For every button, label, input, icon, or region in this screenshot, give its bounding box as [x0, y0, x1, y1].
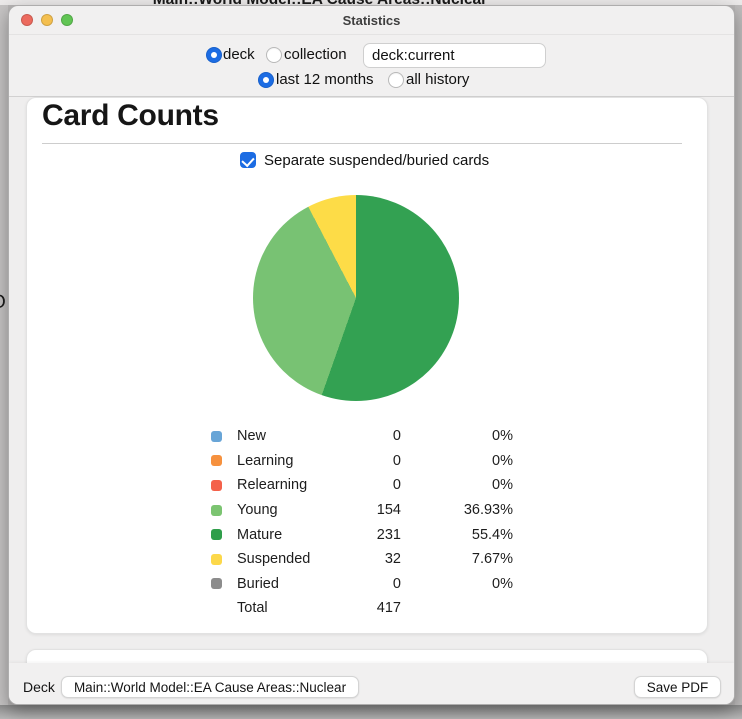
legend-label: Relearning [237, 477, 308, 494]
legend-label: Learning [237, 452, 294, 469]
legend-row: Buried 0 0% [211, 572, 513, 597]
legend-swatch-icon [211, 430, 222, 442]
legend-table: New 0 0% Learning 0 0% Relearning 0 0% Young 154 36… [211, 424, 513, 621]
legend-percent: 36.93% [463, 502, 513, 519]
legend-percent: 0% [492, 575, 513, 592]
legend-swatch-icon [211, 578, 222, 590]
background-window-bottom-edge [0, 705, 742, 719]
legend-label: Buried [237, 575, 279, 592]
title-bar[interactable]: Statistics [9, 6, 734, 34]
separate-suspended-checkbox[interactable] [240, 152, 256, 168]
legend-label: Total [237, 600, 268, 617]
all-history-label[interactable]: all history [406, 71, 470, 88]
legend-label: Young [237, 502, 278, 519]
close-button-icon[interactable] [21, 14, 33, 26]
legend-count: 0 [392, 428, 401, 445]
legend-swatch-icon [211, 529, 222, 541]
legend-count: 0 [392, 575, 401, 592]
deck-radio[interactable] [206, 47, 222, 63]
legend-row: New 0 0% [211, 424, 513, 449]
legend-count: 32 [384, 551, 401, 568]
legend-count: 417 [376, 600, 401, 617]
deck-radio-label[interactable]: deck [223, 46, 255, 63]
card-counts-pie-chart [253, 195, 459, 401]
legend-swatch-icon [211, 553, 222, 565]
legend-percent: 7.67% [471, 551, 513, 568]
background-window-title: Main::World Model::EA Cause Areas::Nucle… [0, 0, 640, 8]
minimize-button-icon[interactable] [41, 14, 53, 26]
background-window-right-edge [735, 5, 742, 708]
legend-swatch-icon [211, 455, 222, 467]
legend-row: Mature 231 55.4% [211, 522, 513, 547]
legend-percent: 0% [492, 452, 513, 469]
collection-radio-label[interactable]: collection [284, 46, 347, 63]
legend-row: Learning 0 0% [211, 449, 513, 474]
window-title: Statistics [342, 13, 401, 28]
save-pdf-button[interactable]: Save PDF [634, 676, 721, 698]
legend-percent: 55.4% [471, 526, 513, 543]
legend-label: New [237, 428, 267, 445]
search-scope-input[interactable] [363, 43, 546, 68]
all-history-radio[interactable] [388, 72, 404, 88]
statistics-window: Statistics deck collection last 12 month… [8, 5, 735, 705]
background-window-left-edge [0, 5, 8, 708]
card-counts-heading: Card Counts [42, 99, 219, 132]
background-window-clipped-glyph: O [0, 292, 8, 314]
separate-suspended-label[interactable]: Separate suspended/buried cards [264, 152, 490, 169]
bottom-bar: Deck Main::World Model::EA Cause Areas::… [9, 663, 734, 704]
last-12-months-label[interactable]: last 12 months [276, 71, 374, 88]
legend-row: Young 154 36.93% [211, 498, 513, 523]
legend-percent: 0% [492, 428, 513, 445]
last-12-months-radio[interactable] [258, 72, 274, 88]
background-window-strip [0, 0, 742, 5]
titlebar-separator [9, 34, 734, 35]
legend-swatch-icon [211, 479, 222, 491]
legend-label: Suspended [237, 551, 311, 568]
zoom-button-icon[interactable] [61, 14, 73, 26]
legend-label: Mature [237, 526, 283, 543]
card-counts-card: Card Counts Separate suspended/buried ca… [26, 97, 708, 634]
legend-count: 0 [392, 452, 401, 469]
legend-count: 154 [376, 502, 401, 519]
heading-divider [42, 143, 682, 144]
legend-total-row: Total 417 [211, 596, 513, 621]
deck-select-button[interactable]: Main::World Model::EA Cause Areas::Nucle… [61, 676, 359, 698]
legend-row: Relearning 0 0% [211, 473, 513, 498]
legend-row: Suspended 32 7.67% [211, 547, 513, 572]
legend-count: 0 [392, 477, 401, 494]
collection-radio[interactable] [266, 47, 282, 63]
legend-count: 231 [376, 526, 401, 543]
legend-swatch-icon [211, 504, 222, 516]
legend-percent: 0% [492, 477, 513, 494]
toolbar-separator [9, 96, 734, 97]
deck-static-label: Deck [23, 679, 55, 695]
